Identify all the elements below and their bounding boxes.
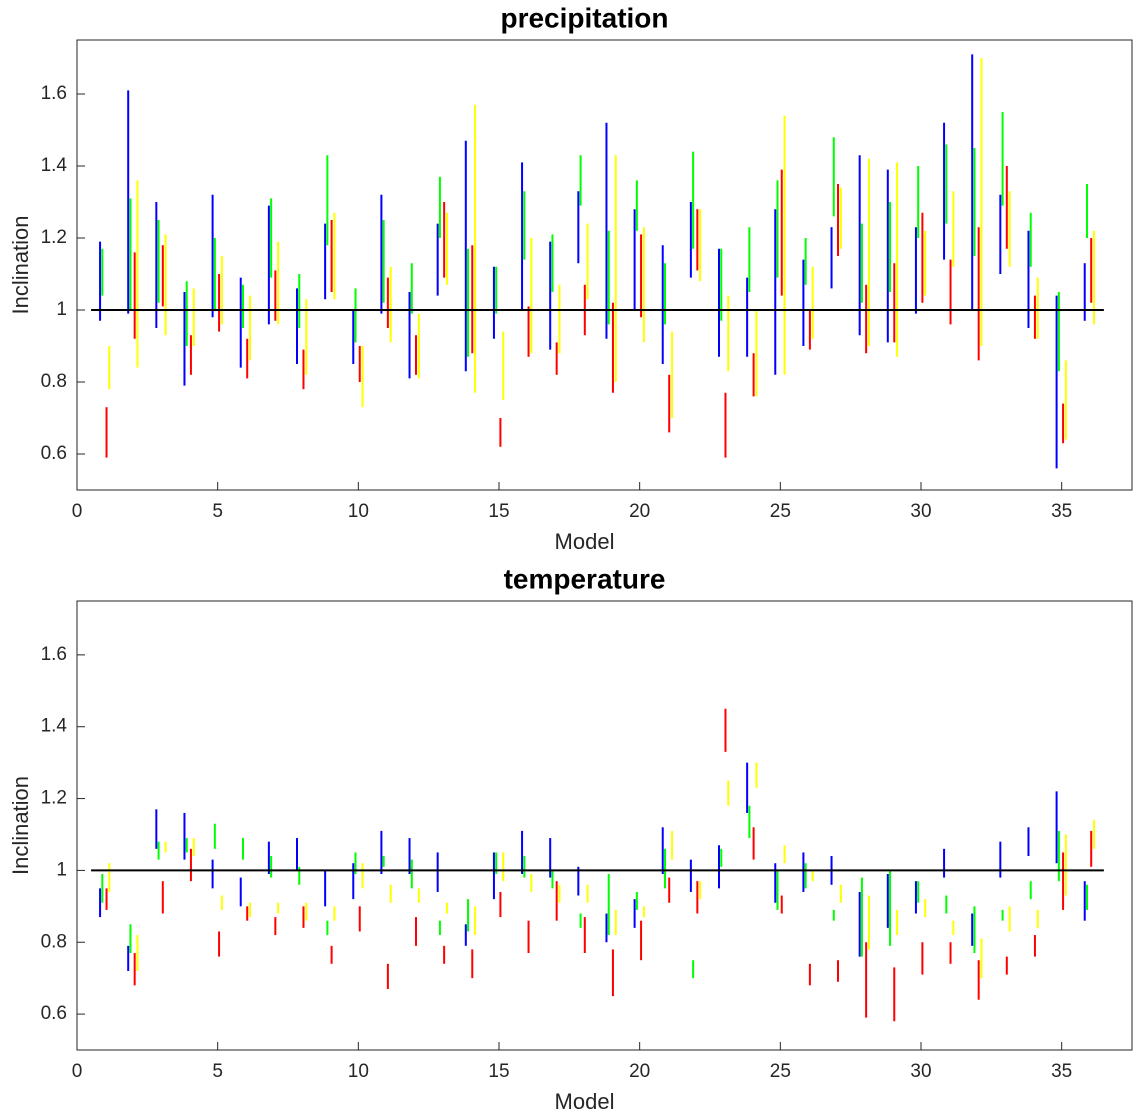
x-tick-label: 15 [488, 1061, 509, 1082]
x-tick-label: 10 [348, 1061, 369, 1082]
y-tick-label: 0.6 [41, 1003, 67, 1024]
y-tick-label: 1 [56, 859, 67, 880]
x-tick-label: 5 [212, 501, 223, 522]
plot-area [76, 600, 1133, 1051]
x-tick-label: 25 [770, 1061, 791, 1082]
x-tick-label: 15 [488, 501, 509, 522]
chart-title: temperature [504, 563, 666, 594]
x-tick-label: 10 [348, 501, 369, 522]
y-axis-label: Inclination [8, 215, 33, 314]
y-axis-label: Inclination [8, 776, 33, 875]
x-tick-label: 35 [1051, 501, 1072, 522]
chart-title: precipitation [500, 2, 668, 33]
x-tick-label: 35 [1051, 1061, 1072, 1082]
x-tick-label: 30 [910, 501, 931, 522]
x-tick-label: 5 [212, 1061, 223, 1082]
y-tick-label: 0.6 [41, 443, 67, 464]
y-tick-label: 1.4 [41, 716, 68, 737]
x-tick-label: 0 [72, 1061, 83, 1082]
x-tick-label: 20 [629, 1061, 650, 1082]
x-axis-label: Model [555, 1089, 615, 1114]
plot-area [76, 39, 1133, 491]
x-tick-label: 30 [910, 1061, 931, 1082]
x-axis-label: Model [555, 529, 615, 554]
y-tick-label: 1.6 [41, 83, 67, 104]
x-tick-label: 0 [72, 501, 83, 522]
y-tick-label: 0.8 [41, 931, 67, 952]
y-tick-label: 1.4 [41, 155, 68, 176]
y-tick-label: 1.2 [41, 788, 67, 809]
y-tick-label: 1.6 [41, 644, 67, 665]
x-tick-label: 25 [770, 501, 791, 522]
y-tick-label: 1 [56, 299, 67, 320]
x-tick-label: 20 [629, 501, 650, 522]
y-tick-label: 0.8 [41, 371, 67, 392]
y-tick-label: 1.2 [41, 227, 67, 248]
